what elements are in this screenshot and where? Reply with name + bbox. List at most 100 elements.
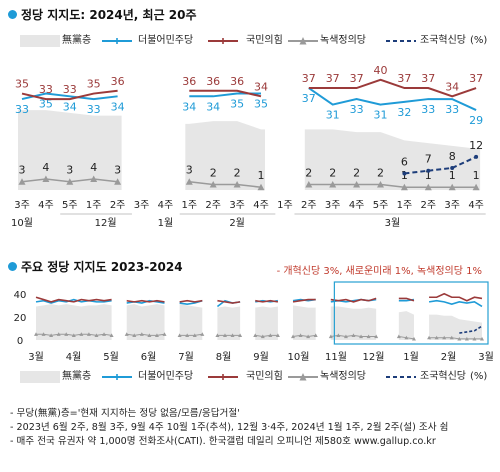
- legend-item: 無黨층: [62, 371, 92, 382]
- month-label: 2월: [229, 217, 245, 229]
- month-label: 8월: [216, 351, 232, 363]
- data-point: [209, 180, 217, 188]
- data-point: [359, 334, 364, 339]
- week-tick-label: 4주: [253, 200, 269, 211]
- nopart-area: [429, 314, 482, 340]
- footnote: - 2023년 6월 2주, 8월 3주, 9월 4주 10월 1주(추석), …: [10, 422, 449, 433]
- data-label: 35: [230, 98, 244, 111]
- month-label: 9월: [253, 351, 269, 363]
- week-tick-label: 1주: [277, 200, 293, 211]
- legend-item: 無黨층: [62, 35, 92, 46]
- week-tick-label: 3주: [229, 200, 245, 211]
- data-point: [222, 333, 227, 337]
- data-label: 1: [425, 169, 432, 182]
- data-point: [147, 333, 152, 337]
- series-line: [179, 299, 203, 303]
- data-point: [268, 333, 273, 337]
- month-label: 12월: [363, 351, 385, 363]
- data-point: [306, 334, 311, 339]
- week-tick-label: 2주: [421, 200, 437, 211]
- nopart-area: [293, 305, 316, 340]
- data-label: 33: [421, 103, 435, 116]
- week-tick-label: 1주: [182, 200, 198, 211]
- data-point: [404, 335, 409, 340]
- data-point: [329, 180, 337, 188]
- data-label: 4: [90, 161, 97, 174]
- data-point: [313, 333, 318, 337]
- series-line: [255, 334, 278, 338]
- data-point: [450, 165, 455, 170]
- week-tick-label: 3주: [134, 200, 150, 211]
- legend-item: 조국혁신당: [420, 35, 466, 46]
- month-label: 3월: [478, 351, 494, 363]
- data-point: [230, 333, 235, 337]
- week-tick-label: 4주: [38, 200, 54, 211]
- series-line: [292, 334, 316, 338]
- data-label: 3: [186, 164, 193, 177]
- data-label: 34: [182, 100, 196, 113]
- legend-item: 더불어민주당: [138, 35, 194, 46]
- series-line: [35, 296, 112, 303]
- legend-swatch-line: [288, 37, 318, 45]
- data-label: 1: [258, 169, 265, 182]
- data-label: 2: [329, 166, 336, 179]
- week-tick-label: 3주: [14, 200, 30, 211]
- legend-item: 더불어민주당: [138, 371, 194, 382]
- data-point: [64, 332, 69, 336]
- data-label: 2: [234, 166, 241, 179]
- data-label: 35: [254, 98, 268, 111]
- data-point: [162, 332, 167, 336]
- data-label: 4: [42, 161, 49, 174]
- legend-item: 조국혁신당: [420, 371, 466, 382]
- series-line: [217, 299, 241, 304]
- data-label: 12: [469, 139, 483, 152]
- data-label: 29: [469, 114, 483, 127]
- recent-20-weeks-highlight: [333, 281, 489, 345]
- data-point: [41, 332, 46, 336]
- data-label: 34: [445, 80, 459, 93]
- data-label: 37: [421, 72, 435, 85]
- data-point: [448, 183, 456, 191]
- data-point: [291, 334, 296, 339]
- section1-title: 정당 지지도: 2024년, 최근 20주: [8, 6, 197, 23]
- series-line: [308, 87, 477, 111]
- y-tick-label: 0: [17, 336, 23, 347]
- data-point: [102, 332, 107, 336]
- data-label: 37: [350, 72, 364, 85]
- data-point: [260, 334, 265, 339]
- data-label: 34: [254, 80, 268, 93]
- footnotes: - 무당(無黨)층='현재 지지하는 정당 없음/모름/응답거절' - 2023…: [10, 407, 494, 449]
- data-point: [42, 175, 50, 182]
- data-point: [192, 333, 197, 337]
- legend-swatch-line: [288, 373, 318, 381]
- data-point: [472, 183, 480, 191]
- data-label: 1: [449, 169, 456, 182]
- series-line: [459, 325, 483, 334]
- data-label: 7: [425, 153, 432, 166]
- week-tick-label: 1주: [86, 200, 102, 211]
- data-label: 34: [63, 100, 77, 113]
- series-line: [179, 333, 203, 336]
- series-line: [35, 298, 112, 304]
- data-label: 33: [87, 103, 101, 116]
- month-label: 3월: [385, 217, 401, 229]
- data-label: 33: [445, 103, 459, 116]
- series-line: [404, 156, 477, 175]
- data-label: 3: [66, 164, 73, 177]
- nopart-area: [330, 306, 377, 340]
- data-point: [305, 180, 313, 188]
- month-label: 12월: [95, 217, 117, 229]
- data-point: [298, 333, 303, 337]
- data-point: [94, 333, 99, 337]
- y-tick-label: 40: [14, 290, 27, 301]
- week-tick-label: 2주: [301, 200, 317, 211]
- data-point: [426, 168, 431, 173]
- data-point: [400, 183, 408, 191]
- data-label: 33: [63, 83, 77, 96]
- data-point: [353, 180, 361, 188]
- data-label: 35: [39, 98, 53, 111]
- data-point: [377, 180, 384, 188]
- data-point: [185, 178, 193, 185]
- data-point: [434, 335, 439, 340]
